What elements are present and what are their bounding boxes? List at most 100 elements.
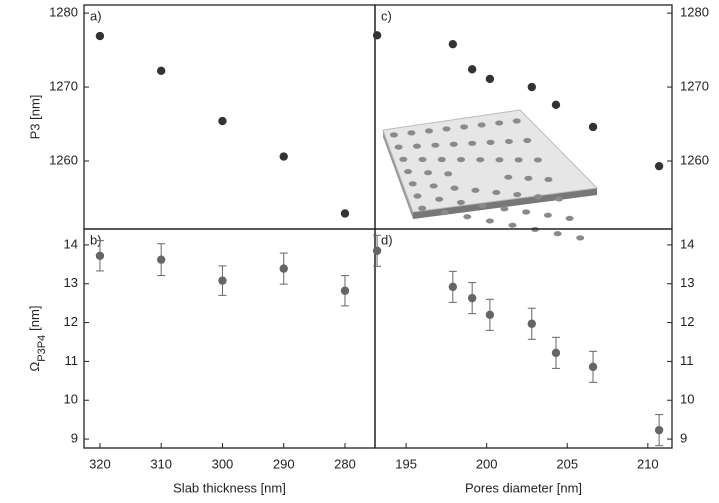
pore: [543, 212, 552, 218]
pore: [425, 128, 434, 134]
pore: [450, 185, 459, 191]
y-tick-label: 1260: [680, 152, 709, 167]
pore: [456, 156, 465, 163]
x-tick-label: 200: [476, 456, 498, 471]
pore: [533, 157, 542, 163]
pore: [495, 157, 504, 163]
data-point: [156, 255, 166, 264]
pore: [485, 218, 494, 224]
y-tick-label: 1270: [680, 78, 709, 93]
pore: [471, 187, 480, 193]
pore: [514, 157, 523, 163]
pore: [513, 191, 522, 198]
pore: [524, 175, 533, 181]
y-tick-label: 10: [680, 392, 694, 407]
data-point: [467, 65, 477, 74]
pore: [508, 222, 517, 228]
panel-label: c): [381, 8, 392, 23]
pore: [456, 199, 465, 206]
pore: [437, 156, 446, 163]
data-point: [372, 31, 382, 40]
pore: [413, 193, 422, 199]
y-tick-label: 13: [680, 275, 694, 290]
y-axis-subscript: P3P4: [36, 335, 48, 362]
pore: [394, 144, 403, 150]
data-point: [340, 209, 350, 218]
pore: [495, 120, 504, 126]
pore: [477, 122, 486, 128]
data-point: [588, 362, 598, 372]
x-tick-label: 290: [273, 456, 295, 471]
pore: [389, 132, 398, 138]
y-axis-title: ΩP3P4 [nm]: [27, 306, 47, 372]
y-tick-label: 11: [65, 353, 79, 368]
x-tick-label: 280: [334, 456, 356, 471]
y-axis-symbol: Ω: [27, 361, 42, 371]
panel-frame: [374, 228, 673, 449]
data-point: [654, 425, 664, 435]
data-point: [156, 66, 166, 75]
pore: [534, 194, 543, 200]
y-axis-unit: [nm]: [27, 306, 42, 331]
slab-side: [383, 130, 413, 219]
y-tick-label: 14: [64, 236, 78, 251]
data-point: [448, 282, 458, 292]
y-tick-label: 9: [71, 431, 78, 446]
pore: [500, 206, 509, 212]
data-point: [372, 246, 382, 255]
pore: [435, 196, 444, 202]
slab-illustration: [382, 109, 599, 241]
x-tick-label: 320: [89, 456, 111, 471]
data-point: [588, 122, 598, 132]
y-tick-label: 9: [680, 431, 687, 446]
data-point: [467, 293, 477, 303]
y-tick-label: 1280: [680, 5, 709, 20]
data-point: [279, 152, 288, 161]
y-tick-label: 12: [64, 314, 78, 329]
data-point: [279, 264, 288, 273]
pore: [418, 205, 427, 211]
pore: [486, 139, 495, 145]
data-point: [551, 348, 561, 358]
data-point: [527, 82, 536, 92]
pore: [399, 156, 408, 162]
pore: [429, 183, 438, 189]
pore: [553, 231, 562, 237]
x-tick-label: 205: [556, 456, 578, 471]
pore: [431, 142, 440, 148]
panel-frame: [83, 228, 376, 449]
pore: [565, 215, 574, 222]
data-point: [218, 276, 227, 285]
pore: [424, 170, 433, 176]
data-point: [485, 310, 495, 320]
y-tick-label: 10: [64, 392, 78, 407]
data-point: [448, 39, 458, 49]
pore: [418, 156, 427, 163]
y-tick-label: 1260: [49, 152, 78, 167]
panel-label: a): [90, 8, 102, 23]
pore: [404, 168, 413, 175]
pore: [504, 138, 513, 145]
x-axis-title: Slab thickness [nm]: [173, 480, 286, 495]
y-tick-label: 13: [64, 275, 78, 290]
y-tick-label: 1280: [49, 5, 78, 20]
pore: [555, 196, 564, 202]
x-tick-label: 310: [150, 456, 172, 471]
y-tick-label: 14: [680, 236, 694, 251]
data-point: [340, 286, 350, 295]
pore: [463, 214, 472, 220]
pore: [492, 189, 501, 196]
data-point: [527, 319, 536, 328]
pore: [523, 137, 532, 144]
pore: [504, 174, 513, 180]
panel-frame: [83, 4, 376, 230]
pore: [442, 126, 451, 132]
y-tick-label: 11: [680, 353, 694, 368]
panel-label: b): [90, 232, 102, 247]
pore: [449, 141, 458, 147]
pore: [522, 209, 531, 215]
x-tick-label: 210: [637, 456, 659, 471]
pore: [468, 140, 477, 146]
pore: [413, 143, 422, 149]
